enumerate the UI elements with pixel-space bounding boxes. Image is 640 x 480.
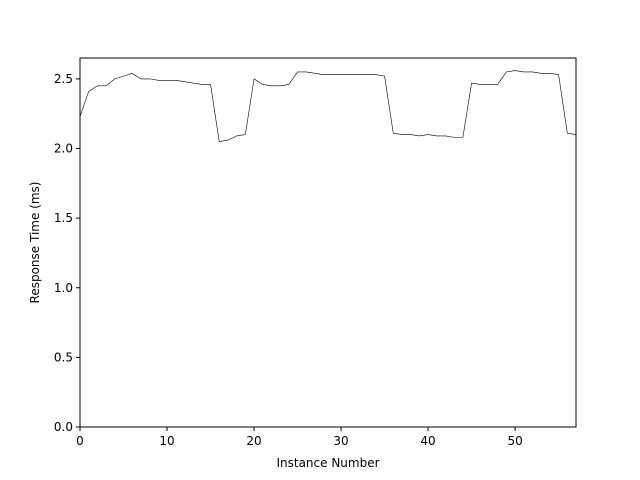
axes-frame: [79, 57, 577, 428]
x-tick-label: 40: [420, 434, 435, 448]
y-tick-label: 2.0: [54, 142, 73, 156]
x-axis-label: Instance Number: [276, 456, 379, 470]
y-tick-label: 0.5: [54, 350, 73, 364]
x-tick-label: 0: [76, 434, 84, 448]
axes: 0 10 20 30 40 50 0.0 0.5 1.0 1.5 2.0 2.5: [54, 57, 577, 448]
y-tick-label: 1.5: [54, 211, 73, 225]
y-tick-label: 1.0: [54, 281, 73, 295]
y-tick-label: 0.0: [54, 420, 73, 434]
x-tick-label: 20: [246, 434, 261, 448]
y-tick-label: 2.5: [54, 72, 73, 86]
y-axis-label: Response Time (ms): [28, 182, 42, 304]
plot-area: [79, 70, 577, 142]
x-tick-label: 10: [159, 434, 174, 448]
series-line-0: [79, 70, 577, 142]
x-tick-label: 30: [333, 434, 348, 448]
x-tick-label: 50: [507, 434, 522, 448]
